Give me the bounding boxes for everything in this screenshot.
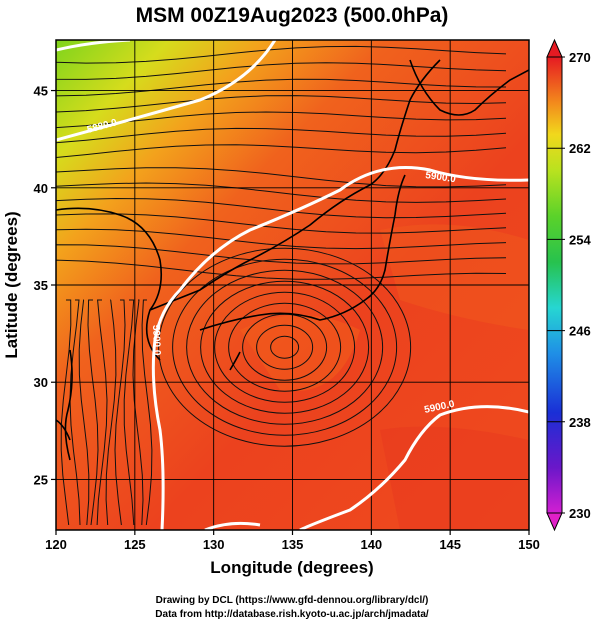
streamline: [60, 299, 72, 526]
contour-5900-south: [299, 405, 529, 530]
y-tick-label: 40: [34, 181, 48, 196]
y-tick-label: 35: [34, 278, 48, 293]
x-tick-label: 120: [45, 537, 67, 552]
streamline: [56, 78, 507, 97]
plot-area: 5880.0 5900.0 5900.0 5900.0: [56, 40, 529, 530]
streamline-eddy: [172, 258, 398, 436]
colorbar-tick-label: 262: [569, 141, 591, 156]
streamline: [132, 299, 144, 526]
y-axis-label: Latitude (degrees): [2, 211, 21, 358]
streamline-eddy: [158, 247, 412, 447]
y-tick-label: 45: [34, 84, 48, 99]
x-tick-label: 140: [360, 537, 382, 552]
x-tick-label: 125: [124, 537, 146, 552]
colorbar-tick-label: 238: [569, 415, 591, 430]
warm-patch: [380, 224, 529, 330]
x-tick-label: 135: [282, 537, 304, 552]
streamline: [56, 259, 507, 280]
streamline: [56, 213, 507, 234]
streamline: [56, 228, 507, 250]
streamline: [56, 62, 507, 80]
streamline-eddy: [200, 280, 370, 414]
streamline-eddy: [186, 269, 384, 425]
streamline: [56, 167, 507, 188]
streamline-eddy: [270, 335, 300, 359]
y-tick-label: 30: [34, 375, 48, 390]
streamline: [123, 299, 135, 526]
colorbar-tick-label: 246: [569, 324, 591, 339]
warm-patch: [240, 315, 360, 392]
colorbar: 230 238 246 254 262 270: [546, 38, 591, 532]
streamline: [78, 299, 90, 526]
chart-title: MSM 00Z19Aug2023 (500.0hPa): [136, 4, 449, 27]
y-axis-ticks: 25 30 35 40 45: [34, 84, 56, 487]
contour-5900-main: [151, 166, 529, 530]
colorbar-tick-label: 230: [569, 506, 591, 521]
streamline: [56, 244, 507, 265]
colorbar-tick-label: 254: [569, 232, 591, 247]
streamline: [87, 299, 99, 526]
streamline-eddy: [256, 324, 314, 370]
streamline: [56, 144, 507, 159]
x-tick-label: 130: [203, 537, 225, 552]
streamline-eddy: [228, 302, 342, 392]
streamline: [56, 182, 507, 203]
x-tick-label: 145: [439, 537, 461, 552]
x-tick-label: 150: [518, 537, 540, 552]
graticule: [56, 40, 529, 530]
contour-label: 5900.0: [425, 170, 457, 185]
contour-5900-bottom: [204, 521, 261, 530]
colorbar-gradient: [546, 56, 563, 514]
streamline: [141, 299, 153, 526]
streamline: [56, 127, 507, 144]
wind-streamlines: [56, 45, 507, 526]
warm-patch: [380, 426, 529, 530]
x-axis-label: Longitude (degrees): [210, 558, 373, 577]
colorbar-tick-label: 270: [569, 50, 591, 65]
credit-drawing: Drawing by DCL (https://www.gfd-dennou.o…: [156, 595, 429, 606]
streamline: [56, 111, 507, 129]
colorbar-max-arrow: [546, 38, 563, 58]
streamline: [105, 299, 117, 526]
streamline-eddy: [214, 291, 356, 403]
streamline: [96, 299, 108, 526]
contour-label: 5900.0: [150, 325, 162, 356]
credit-data: Data from http://database.rish.kyoto-u.a…: [155, 609, 429, 620]
y-tick-label: 25: [34, 472, 48, 487]
colorbar-min-arrow: [546, 512, 563, 532]
coastlines: [56, 59, 529, 461]
streamline: [56, 45, 507, 64]
streamline: [56, 197, 507, 219]
streamline: [114, 299, 126, 526]
contour-5880-north: [56, 40, 277, 142]
x-axis-ticks: 120 125 130 135 140 145 150: [45, 530, 540, 552]
streamline: [56, 95, 507, 113]
